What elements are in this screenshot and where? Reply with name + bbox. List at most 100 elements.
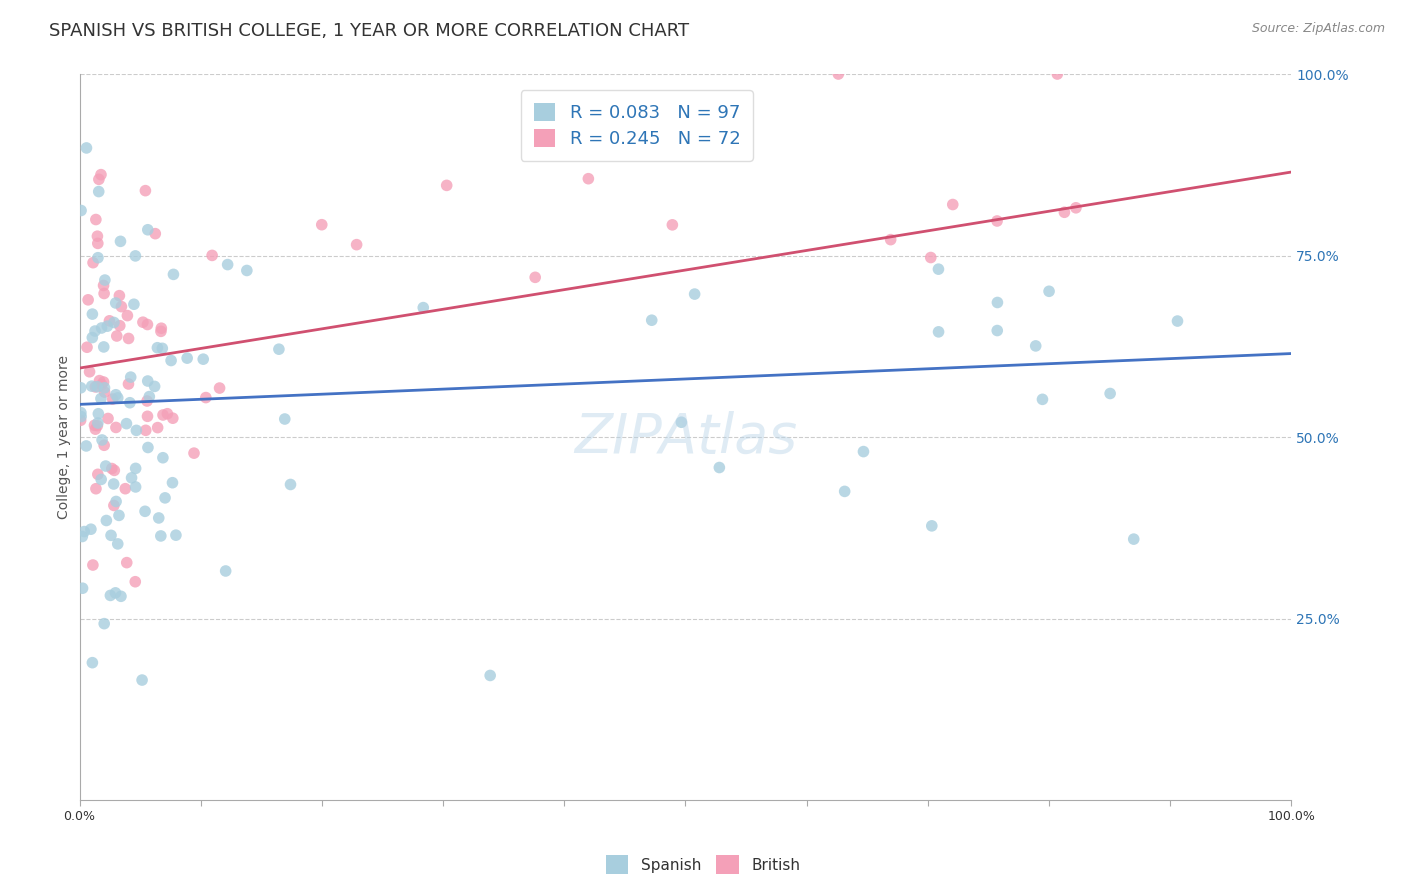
Point [115, 417, 138, 431]
Point [136, 223, 159, 237]
Point [117, 309, 139, 323]
Point [479, 668, 502, 682]
Point [117, 331, 139, 345]
Point [96, 514, 118, 528]
Point [82, 656, 104, 670]
Point [104, 420, 127, 434]
Point [149, 529, 172, 543]
Point [834, 484, 856, 499]
Point [110, 300, 132, 314]
Point [77, 293, 100, 307]
Point [69, 413, 91, 427]
Point [118, 395, 141, 409]
Point [79, 365, 101, 379]
Point [108, 508, 131, 523]
Point [146, 341, 169, 355]
Point [928, 325, 950, 339]
Point [122, 297, 145, 311]
Point [131, 673, 153, 687]
Point [90, 168, 112, 182]
Point [103, 499, 125, 513]
Point [87, 185, 110, 199]
Point [101, 461, 124, 475]
Point [84, 212, 107, 227]
Point [86, 229, 108, 244]
Point [101, 392, 124, 406]
Point [162, 475, 184, 490]
Point [280, 477, 302, 491]
Point [94, 273, 117, 287]
Point [93, 381, 115, 395]
Point [108, 318, 131, 333]
Point [115, 556, 138, 570]
Point [90, 472, 112, 486]
Point [124, 574, 146, 589]
Point [76, 141, 98, 155]
Point [84, 422, 107, 436]
Point [986, 295, 1008, 310]
Point [84, 324, 107, 338]
Point [100, 528, 122, 542]
Point [98, 314, 121, 328]
Point [661, 218, 683, 232]
Point [87, 416, 110, 430]
Point [236, 263, 259, 277]
Point [72, 529, 94, 543]
Point [97, 411, 120, 425]
Point [104, 586, 127, 600]
Point [82, 330, 104, 344]
Point [156, 407, 179, 421]
Point [93, 286, 115, 301]
Point [134, 504, 156, 518]
Point [217, 258, 239, 272]
Point [1038, 285, 1060, 299]
Point [148, 511, 170, 525]
Point [121, 471, 143, 485]
Point [143, 379, 166, 393]
Point [1025, 339, 1047, 353]
Point [93, 340, 115, 354]
Text: Source: ZipAtlas.com: Source: ZipAtlas.com [1251, 22, 1385, 36]
Point [87, 407, 110, 421]
Legend: R = 0.083   N = 97, R = 0.245   N = 72: R = 0.083 N = 97, R = 0.245 N = 72 [520, 90, 754, 161]
Point [162, 268, 184, 282]
Y-axis label: College, 1 year or more: College, 1 year or more [58, 355, 72, 519]
Point [107, 391, 129, 405]
Point [87, 172, 110, 186]
Point [124, 461, 146, 475]
Point [86, 418, 108, 433]
Point [183, 446, 205, 460]
Point [165, 528, 187, 542]
Point [132, 315, 155, 329]
Point [827, 67, 849, 81]
Point [146, 420, 169, 434]
Point [96, 319, 118, 334]
Point [93, 375, 115, 389]
Point [104, 296, 127, 310]
Point [136, 441, 159, 455]
Point [150, 321, 173, 335]
Point [641, 313, 664, 327]
Point [683, 287, 706, 301]
Point [208, 381, 231, 395]
Point [162, 411, 184, 425]
Point [84, 482, 107, 496]
Point [1053, 205, 1076, 219]
Point [107, 537, 129, 551]
Point [69, 381, 91, 395]
Point [150, 342, 173, 356]
Point [80, 379, 103, 393]
Point [1064, 201, 1087, 215]
Point [93, 385, 115, 400]
Point [986, 214, 1008, 228]
Point [82, 558, 104, 572]
Point [152, 408, 174, 422]
Point [75, 439, 97, 453]
Point [921, 519, 943, 533]
Point [90, 321, 112, 335]
Point [120, 370, 142, 384]
Point [83, 418, 105, 433]
Point [671, 415, 693, 429]
Point [108, 288, 131, 302]
Text: SPANISH VS BRITISH COLLEGE, 1 YEAR OR MORE CORRELATION CHART: SPANISH VS BRITISH COLLEGE, 1 YEAR OR MO… [49, 22, 689, 40]
